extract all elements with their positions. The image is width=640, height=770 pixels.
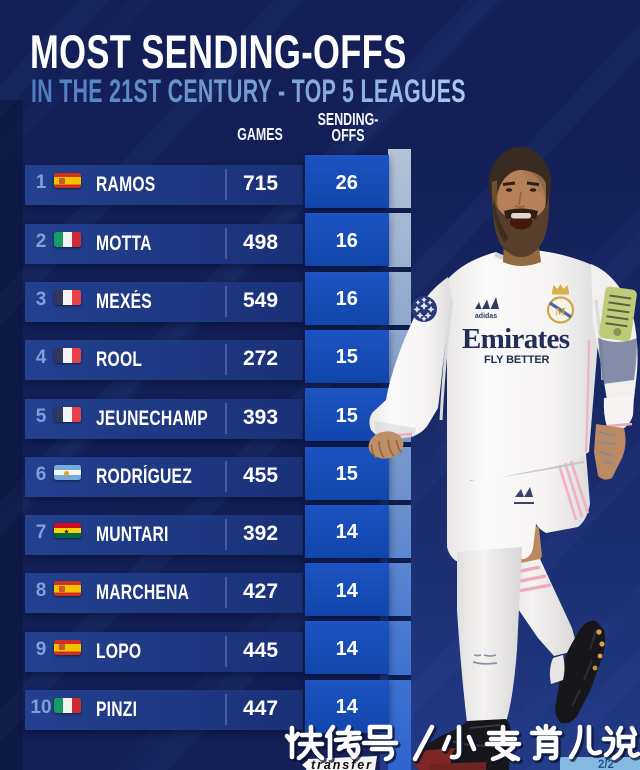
svg-text:Emirates: Emirates — [462, 323, 570, 355]
svg-text:adidas: adidas — [475, 313, 497, 320]
svg-text:M: M — [555, 306, 566, 318]
svg-text:2/2: 2/2 — [598, 759, 614, 770]
svg-text:FLY BETTER: FLY BETTER — [484, 354, 550, 366]
